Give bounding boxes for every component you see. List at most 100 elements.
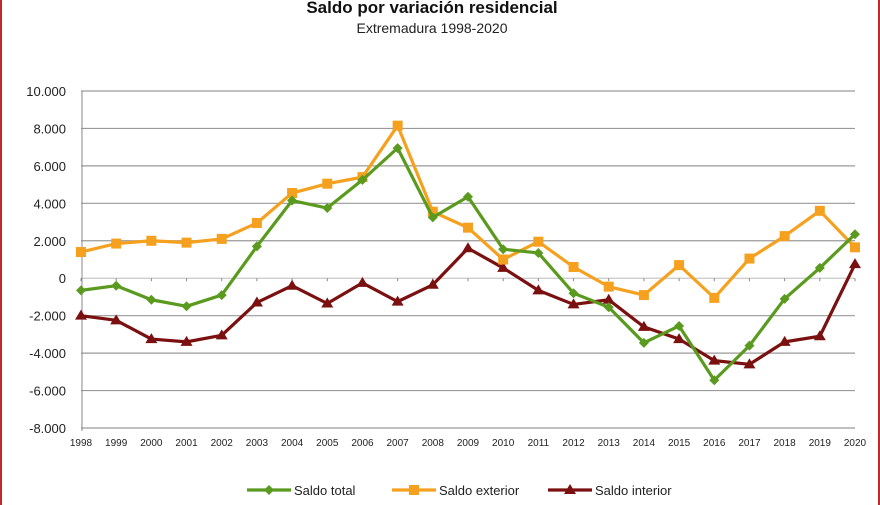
x-tick-label: 2013 [598, 438, 621, 449]
square-marker [216, 233, 227, 244]
x-tick-label: 2012 [562, 438, 585, 449]
square-marker [251, 217, 262, 228]
diamond-marker [76, 285, 86, 296]
diamond-marker [709, 375, 720, 386]
square-marker [533, 236, 544, 247]
diamond-marker [463, 191, 473, 202]
legend-label: Saldo total [294, 483, 356, 495]
x-tick-label: 2006 [351, 438, 374, 449]
x-tick-label: 2005 [316, 438, 339, 449]
x-tick-label: 2010 [492, 438, 515, 449]
diamond-marker [322, 203, 333, 214]
triangle-marker [145, 333, 158, 344]
square-marker [427, 206, 438, 217]
series-saldo-exterior [76, 120, 860, 303]
triangle-marker [356, 276, 369, 287]
triangle-marker [321, 297, 334, 308]
y-tick-label: 0 [59, 271, 66, 286]
legend-item: Saldo total [247, 483, 356, 495]
square-marker [568, 261, 579, 272]
diamond-marker [264, 485, 274, 495]
diamond-marker [357, 174, 368, 185]
triangle-marker [743, 358, 756, 369]
square-marker [76, 247, 86, 258]
diamond-marker [814, 262, 825, 273]
triangle-marker [426, 278, 439, 289]
x-tick-label: 1998 [70, 438, 93, 449]
x-tick-label: 2018 [774, 438, 797, 449]
square-marker [146, 235, 157, 246]
legend-label: Saldo interior [595, 483, 672, 495]
diamond-marker [146, 294, 157, 305]
square-marker [287, 188, 298, 199]
x-tick-label: 2011 [528, 438, 550, 449]
square-marker [409, 485, 419, 495]
legend-label: Saldo exterior [439, 483, 520, 495]
triangle-marker [391, 295, 404, 306]
y-tick-label: 8.000 [33, 121, 66, 136]
triangle-marker [286, 279, 299, 290]
square-marker [322, 178, 333, 189]
diamond-marker [392, 143, 403, 154]
series-line [80, 246, 857, 366]
y-tick-label: 4.000 [33, 196, 66, 211]
y-tick-label: 10.000 [26, 84, 66, 99]
triangle-marker [602, 293, 615, 304]
diamond-marker [674, 320, 685, 331]
square-marker [850, 242, 860, 253]
x-tick-label: 2009 [457, 438, 480, 449]
square-marker [744, 253, 755, 264]
diamond-marker [638, 337, 649, 348]
x-tick-label: 2017 [738, 438, 761, 449]
series-line [80, 124, 857, 300]
square-marker [709, 292, 720, 303]
triangle-marker [532, 284, 545, 295]
square-marker [779, 231, 790, 242]
square-marker [814, 205, 825, 216]
triangle-marker [849, 258, 861, 269]
diamond-marker [850, 229, 860, 240]
y-tick-label: 6.000 [33, 159, 66, 174]
triangle-marker [180, 335, 193, 346]
y-tick-label: -8.000 [29, 421, 66, 436]
diamond-marker [216, 290, 227, 301]
triangle-marker [215, 329, 228, 340]
triangle-marker [708, 354, 721, 365]
triangle-marker [497, 261, 510, 272]
x-tick-label: 2001 [175, 438, 198, 449]
square-marker [638, 290, 649, 301]
x-tick-label: 2004 [281, 438, 304, 449]
chart-title: Saldo por variación residencial [306, 0, 557, 17]
x-tick-label: 1999 [105, 438, 128, 449]
diamond-marker [287, 195, 298, 206]
x-tick-label: 2003 [246, 438, 269, 449]
x-tick-label: 2020 [844, 438, 867, 449]
triangle-marker [637, 320, 650, 331]
y-tick-label: -6.000 [29, 384, 66, 399]
triangle-marker [250, 296, 263, 307]
square-marker [498, 254, 509, 265]
diamond-marker [498, 244, 509, 255]
square-marker [111, 238, 122, 249]
x-tick-label: 2008 [422, 438, 445, 449]
legend-item: Saldo exterior [392, 483, 520, 495]
diamond-marker [779, 293, 790, 304]
x-tick-label: 2000 [140, 438, 163, 449]
triangle-marker [564, 484, 576, 494]
triangle-marker [110, 314, 123, 325]
y-tick-label: -4.000 [29, 346, 66, 361]
square-marker [463, 222, 473, 233]
series-saldo-interior [75, 242, 861, 369]
x-tick-label: 2014 [633, 438, 656, 449]
triangle-marker [778, 335, 791, 346]
square-marker [181, 237, 192, 248]
square-marker [674, 260, 685, 271]
diamond-marker [744, 340, 755, 351]
x-tick-label: 2015 [668, 438, 691, 449]
series-saldo-total [76, 143, 860, 386]
diamond-marker [181, 301, 192, 312]
y-tick-label: 2.000 [33, 234, 66, 249]
x-tick-label: 2019 [809, 438, 832, 449]
